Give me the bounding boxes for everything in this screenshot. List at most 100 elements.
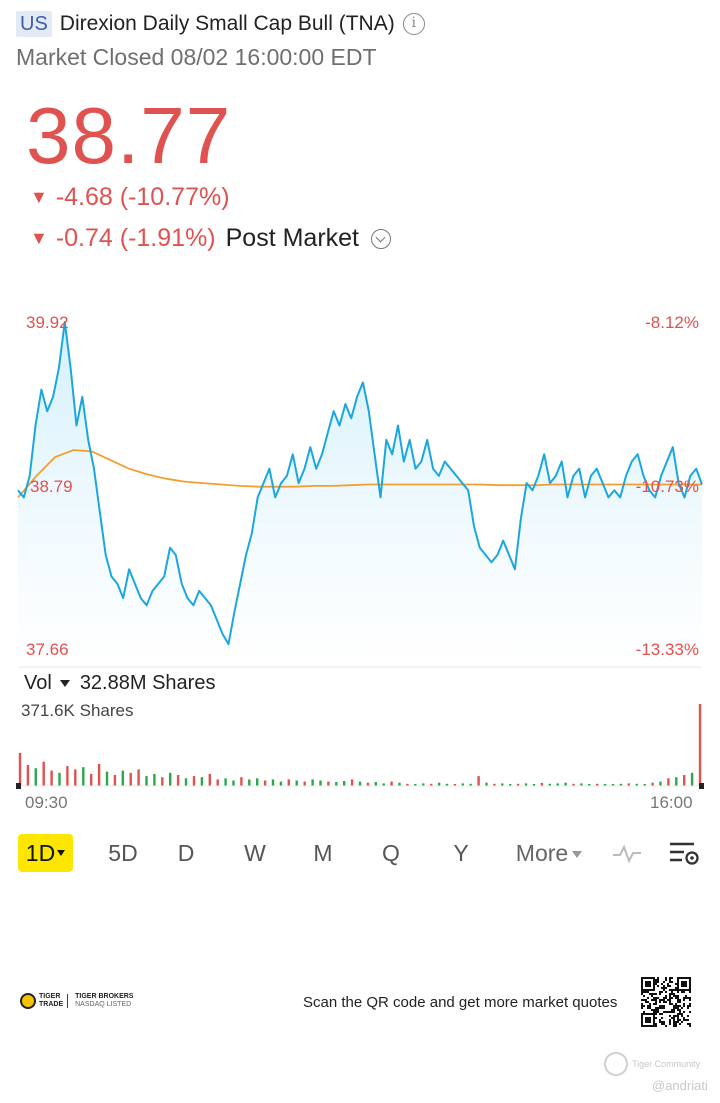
volume-bar: [248, 779, 251, 786]
volume-bar: [453, 784, 457, 786]
pct-mid-label: -10.73%: [635, 477, 699, 496]
volume-bar: [113, 775, 117, 786]
down-arrow-icon: ▼: [30, 187, 48, 207]
volume-bar: [343, 781, 346, 786]
volume-bar: [469, 783, 472, 786]
volume-bar: [683, 775, 686, 786]
post-market-row[interactable]: ▼ -0.74 (-1.91%) Post Market: [30, 224, 391, 253]
volume-bar: [366, 782, 370, 786]
volume-bar: [675, 777, 678, 786]
volume-bar: [192, 776, 196, 786]
volume-bar: [437, 782, 441, 786]
time-end-label: 16:00: [650, 793, 693, 812]
price-chart[interactable]: [0, 300, 720, 670]
volume-bar: [121, 770, 124, 786]
volume-bar: [66, 766, 69, 786]
volume-bar: [374, 782, 377, 786]
volume-bar: [240, 777, 243, 786]
post-market-label: Post Market: [225, 224, 359, 252]
period-m[interactable]: M: [313, 840, 333, 866]
volume-chart: [16, 704, 704, 789]
volume-bar: [627, 783, 630, 786]
volume-bar: [26, 765, 30, 786]
volume-bar: [501, 783, 504, 786]
tiger-community-icon: [604, 1052, 628, 1076]
volume-selector[interactable]: Vol 32.88M Shares: [24, 672, 215, 695]
volume-bar: [58, 772, 61, 786]
volume-bar: [690, 772, 694, 786]
volume-bar: [232, 780, 235, 786]
volume-bar: [477, 776, 480, 786]
period-5d[interactable]: 5D: [108, 840, 138, 866]
volume-bar: [176, 775, 180, 786]
price-change: -4.68 (-10.77%): [55, 183, 230, 211]
volume-bar: [619, 783, 623, 786]
volume-bar: [698, 704, 702, 786]
volume-bar: [588, 784, 591, 786]
market-status: Market Closed 08/02 16:00:00 EDT: [16, 44, 377, 70]
volume-bar: [50, 770, 53, 786]
info-icon[interactable]: i: [402, 13, 425, 35]
volume-bar: [97, 763, 101, 786]
caret-down-icon: [59, 680, 70, 687]
volume-bar: [540, 782, 544, 786]
pct-max-label: -8.12%: [645, 313, 699, 332]
y-max-label: 39.92: [26, 313, 69, 332]
volume-bar: [643, 784, 646, 786]
tiger-trade-logo: TIGER TRADE TIGER BROKERS NASDAQ LISTED: [20, 993, 133, 1009]
volume-bar: [105, 771, 109, 786]
title-row: US Direxion Daily Small Cap Bull (TNA) i: [16, 10, 425, 38]
price-change-row: ▼ -4.68 (-10.77%): [30, 183, 230, 212]
volume-bar: [137, 769, 140, 786]
volume-bar: [414, 784, 417, 786]
footer: TIGER TRADE TIGER BROKERS NASDAQ LISTED Sc…: [0, 975, 720, 1035]
down-arrow-icon: ▼: [30, 228, 48, 248]
volume-bar: [303, 781, 306, 786]
total-volume: 32.88M Shares: [79, 672, 216, 694]
tiger-icon: [20, 993, 36, 1009]
volume-bar: [184, 778, 188, 786]
volume-bar: [350, 779, 354, 786]
pct-min-label: -13.33%: [635, 640, 699, 659]
volume-bar: [445, 783, 449, 786]
volume-bar: [509, 784, 512, 786]
line-icon[interactable]: [612, 842, 642, 866]
volume-end-marker: [699, 783, 704, 789]
market-badge: US: [16, 11, 52, 37]
period-selector: 1D 5D D W M Q Y More: [18, 834, 708, 874]
volume-bar: [548, 783, 551, 786]
volume-bar: [358, 781, 362, 786]
volume-bar: [82, 767, 85, 786]
volume-bar: [430, 783, 433, 786]
volume-bar: [398, 782, 401, 786]
volume-bar: [572, 783, 575, 786]
y-min-label: 37.66: [26, 640, 69, 659]
qr-code-icon: [641, 977, 691, 1027]
username-watermark: @andriati: [652, 1078, 708, 1093]
chevron-down-icon[interactable]: [371, 228, 391, 249]
qr-caption: Scan the QR code and get more market quo…: [303, 994, 618, 1011]
volume-bar: [580, 783, 583, 786]
volume-bar: [161, 777, 164, 786]
volume-bar: [667, 778, 670, 786]
volume-bar: [74, 769, 77, 786]
settings-icon[interactable]: [668, 840, 700, 868]
volume-bar: [659, 781, 662, 786]
caret-down-icon: [572, 851, 583, 859]
volume-bar: [485, 782, 488, 786]
volume-bar: [153, 773, 156, 786]
volume-start-marker: [16, 783, 21, 789]
period-q[interactable]: Q: [382, 840, 400, 866]
stock-name: Direxion Daily Small Cap Bull (TNA): [59, 12, 395, 35]
period-1d[interactable]: 1D: [18, 834, 73, 872]
volume-bar: [34, 768, 37, 786]
volume-bar: [271, 779, 275, 786]
volume-bar: [295, 780, 298, 786]
period-more[interactable]: More: [510, 834, 588, 872]
volume-bar: [335, 782, 338, 786]
period-w[interactable]: W: [244, 840, 266, 866]
period-d[interactable]: D: [177, 840, 195, 866]
volume-bar: [611, 784, 615, 786]
period-y[interactable]: Y: [453, 840, 469, 866]
volume-bar: [524, 783, 528, 786]
